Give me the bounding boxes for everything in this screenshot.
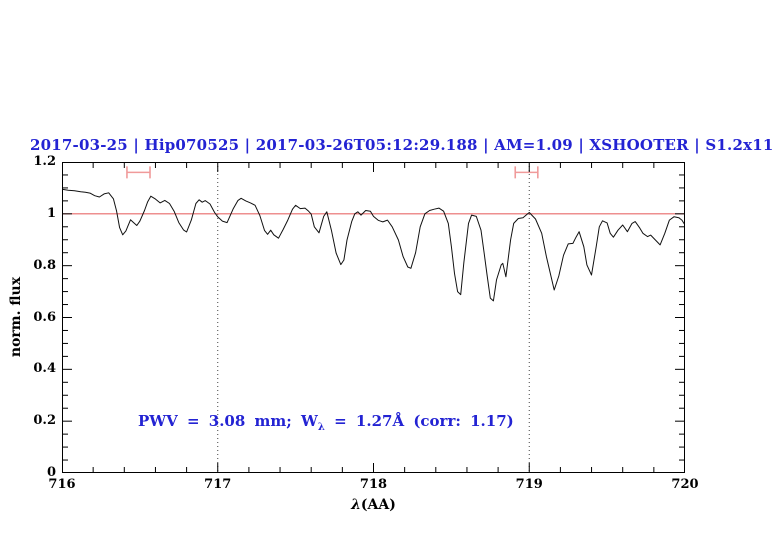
y-tick-label: 1: [46, 205, 56, 221]
x-tick-label: 719: [515, 477, 543, 492]
x-tick-label: 717: [204, 477, 232, 492]
y-tick-label: 0.8: [33, 257, 56, 273]
y-tick-label: 1.2: [33, 154, 56, 169]
x-tick-label: 718: [359, 477, 388, 492]
x-axis-units: (AA): [360, 497, 396, 513]
y-tick-label: 0: [46, 465, 56, 480]
x-tick-label: 716: [48, 477, 76, 492]
plot-area: [62, 162, 685, 473]
y-tick-label: 0.6: [33, 309, 56, 325]
pwv-annotation-prefix: PWV = 3.08 mm; W: [138, 412, 318, 430]
pwv-annotation: PWV = 3.08 mm; Wλ = 1.27Å (corr: 1.17): [138, 412, 514, 433]
plot-title: 2017-03-25 | Hip070525 | 2017-03-26T05:1…: [30, 136, 774, 154]
y-tick-label: 0.2: [33, 413, 56, 429]
lambda-symbol: λ: [351, 497, 361, 513]
x-axis-label: λ(AA): [323, 497, 424, 513]
pwv-annotation-suffix: = 1.27Å (corr: 1.17): [324, 412, 514, 430]
y-tick-label: 0.4: [33, 361, 56, 377]
x-tick-label: 720: [671, 477, 699, 492]
lambda-subscript: λ: [317, 422, 325, 433]
